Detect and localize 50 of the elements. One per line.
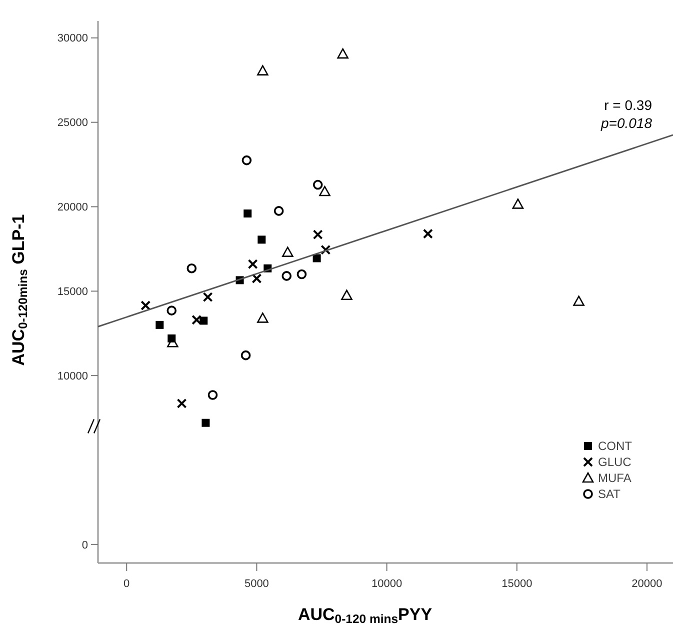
x-axis-title: AUC$_{0-120 mins}$PYY [298,605,433,626]
x-tick-label: 5000 [244,578,269,590]
point [296,269,307,280]
point [320,244,331,255]
point [140,300,151,311]
annotation: r = 0.39 [604,97,652,113]
point [202,292,213,302]
y-tick-label: 0 [82,539,88,552]
point [341,290,352,300]
legend-label: GLUC [598,455,632,470]
point [202,418,210,427]
point [258,236,266,244]
x-tick-label: 20000 [632,578,662,590]
point [573,296,584,306]
point [248,259,258,270]
point [156,320,164,329]
point [257,312,268,323]
point [208,390,218,400]
point [244,209,252,218]
legend-label: SAT [598,487,622,502]
point [312,254,321,262]
point [242,155,252,166]
x-tick-label: 15000 [502,578,532,590]
point [319,186,330,196]
y-tick-label: 10000 [57,370,88,382]
y-tick-label: 25000 [57,117,88,130]
point [337,48,348,59]
point [176,398,187,408]
annotation: p=0.018 [600,115,652,131]
point [240,350,251,360]
legend-label: MUFA [598,471,632,486]
point [282,271,292,281]
point [312,180,323,190]
point [252,273,262,284]
point [166,306,177,316]
point [186,263,197,274]
y-tick-label: 20000 [57,202,88,214]
point [192,314,202,325]
point [282,246,294,257]
y-tick-label: 15000 [57,286,88,298]
x-tick-label: 0 [124,578,130,590]
point [422,228,433,239]
y-tick-label: 30000 [57,32,88,45]
point [312,230,323,240]
point [257,65,268,76]
legend-label: CONT [598,439,633,454]
x-tick-label: 10000 [372,578,402,590]
point [274,206,284,216]
point [512,198,524,209]
point [200,316,208,325]
